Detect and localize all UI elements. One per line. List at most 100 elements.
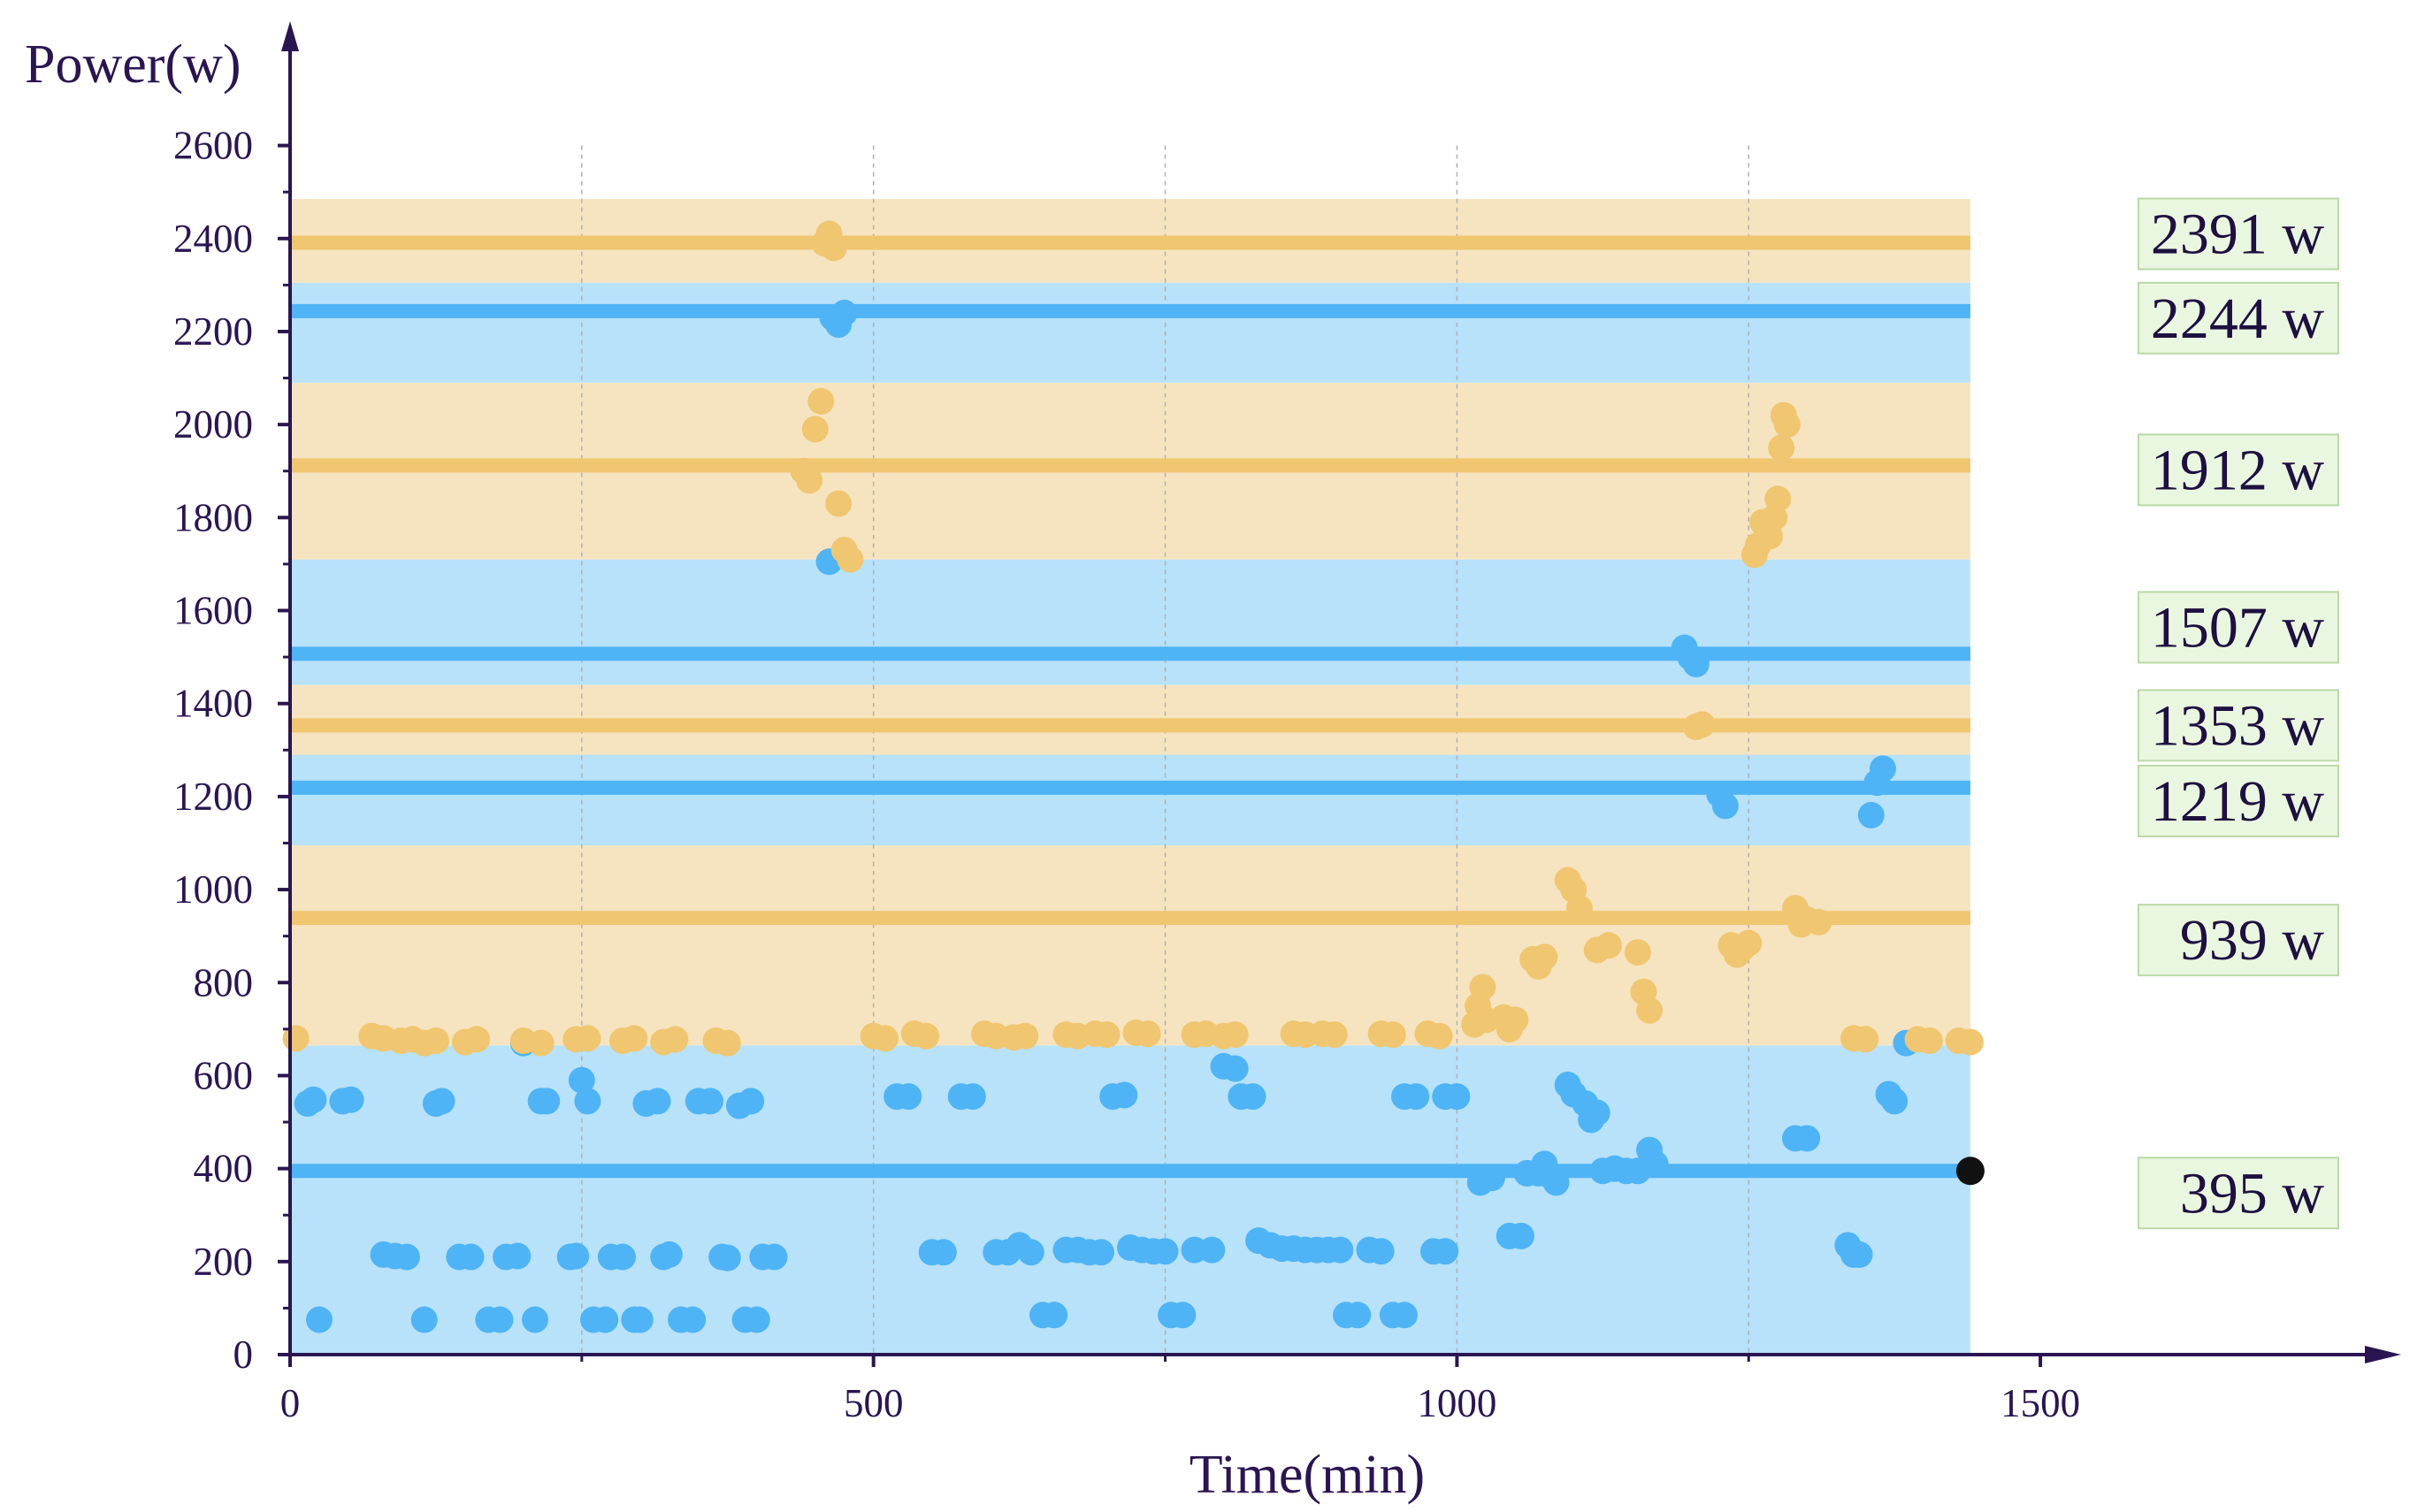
level-label-2244: 2244 w <box>2138 281 2339 355</box>
point-blue-2 <box>305 1306 333 1333</box>
point-orange-70 <box>1624 939 1651 966</box>
point-blue-102 <box>1478 1165 1505 1192</box>
level-labels: 2391 w 2244 w 1912 w 1507 w 1353 w 1219 w 939 … <box>2138 197 2339 1230</box>
point-orange-32 <box>913 1022 940 1050</box>
point-blue-127 <box>1794 1125 1821 1152</box>
x-axis-arrow <box>2365 1346 2401 1363</box>
point-orange-28 <box>837 546 864 573</box>
point-blue-26 <box>592 1306 619 1333</box>
point-blue-109 <box>1542 1169 1570 1196</box>
background-bands <box>290 199 1970 1355</box>
point-orange-52 <box>1379 1021 1406 1049</box>
point-blue-38 <box>696 1088 723 1115</box>
point-blue-20 <box>533 1088 561 1115</box>
level-label-text: 2244 w <box>2151 286 2325 351</box>
point-orange-40 <box>1093 1021 1121 1049</box>
point-orange-74 <box>1688 711 1716 738</box>
level-label-text: 1219 w <box>2151 769 2325 834</box>
y-axis-title: Power(w) <box>25 34 241 95</box>
point-blue-114 <box>1583 1099 1610 1126</box>
point-blue-42 <box>738 1088 765 1115</box>
y-tick-label-0: 0 <box>233 1333 254 1377</box>
point-blue-1 <box>300 1086 327 1113</box>
point-blue-4 <box>337 1086 364 1113</box>
y-tick-label-400: 400 <box>194 1147 254 1191</box>
x-tick-label-500: 500 <box>844 1381 904 1425</box>
point-orange-57 <box>1469 974 1496 1001</box>
level-label-text: 1912 w <box>2151 438 2325 502</box>
level-label-1912: 1912 w <box>2138 433 2339 507</box>
point-orange-86 <box>1768 434 1795 462</box>
point-orange-92 <box>1805 908 1832 935</box>
y-tick-label-800: 800 <box>194 960 254 1004</box>
point-orange-20 <box>796 467 823 494</box>
point-orange-10 <box>527 1029 555 1057</box>
point-blue-68 <box>1111 1081 1138 1109</box>
point-orange-36 <box>1012 1022 1039 1050</box>
point-blue-56 <box>959 1083 986 1111</box>
y-tick-label-2400: 2400 <box>173 217 253 261</box>
series-orange <box>282 220 1984 1057</box>
point-orange-54 <box>1426 1022 1453 1050</box>
y-tick-label-1400: 1400 <box>173 682 253 726</box>
point-orange-30 <box>871 1025 899 1052</box>
x-tick-label-0: 0 <box>280 1381 301 1425</box>
point-blue-14 <box>486 1306 514 1333</box>
point-blue-40 <box>714 1244 741 1271</box>
y-tick-label-1200: 1200 <box>173 775 253 819</box>
level-label-box <box>2138 281 2339 355</box>
y-tick-label-1600: 1600 <box>173 589 253 633</box>
level-label-text: 395 w <box>2180 1161 2325 1226</box>
point-orange-61 <box>1502 1006 1529 1034</box>
point-blue-78 <box>1221 1055 1249 1082</box>
point-blue-44 <box>743 1306 770 1333</box>
point-orange-18 <box>714 1029 741 1057</box>
point-blue-16 <box>504 1242 532 1270</box>
point-blue-36 <box>679 1306 707 1333</box>
y-axis-arrow <box>281 21 299 51</box>
band-4 <box>290 559 1970 685</box>
level-label-1219: 1219 w <box>2138 764 2339 837</box>
point-blue-66 <box>1087 1239 1114 1266</box>
point-blue-34 <box>655 1241 683 1268</box>
level-label-text: 1353 w <box>2151 693 2325 758</box>
point-orange-46 <box>1221 1021 1249 1049</box>
series-blue <box>294 299 1920 1333</box>
end-marker <box>1955 1157 1985 1186</box>
point-blue-94 <box>1391 1302 1419 1329</box>
point-blue-131 <box>1857 801 1885 829</box>
point-blue-123 <box>1682 651 1710 677</box>
x-axis-title: Time(min) <box>1190 1445 1425 1505</box>
point-blue-7 <box>393 1243 420 1271</box>
level-label-2391: 2391 w <box>2138 197 2339 271</box>
point-blue-22 <box>562 1242 590 1270</box>
point-blue-54 <box>929 1239 957 1266</box>
point-blue-10 <box>428 1088 455 1115</box>
point-orange-25 <box>820 234 847 262</box>
point-orange-16 <box>662 1026 689 1053</box>
point-orange-21 <box>801 416 829 443</box>
point-blue-12 <box>457 1243 485 1271</box>
point-blue-28 <box>609 1243 637 1271</box>
point-blue-46 <box>761 1243 788 1271</box>
level-label-text: 1507 w <box>2151 595 2325 660</box>
point-orange-6 <box>422 1027 449 1054</box>
data-points <box>282 220 1985 1333</box>
level-label-box <box>2138 197 2339 271</box>
level-label-box <box>2138 904 2339 977</box>
point-blue-92 <box>1367 1238 1395 1265</box>
point-blue-100 <box>1443 1083 1471 1111</box>
level-label-box <box>2138 764 2339 837</box>
level-label-1507: 1507 w <box>2138 591 2339 664</box>
point-orange-42 <box>1134 1020 1161 1048</box>
level-label-box <box>2138 591 2339 664</box>
level-label-395: 395 w <box>2138 1157 2339 1230</box>
point-orange-50 <box>1320 1021 1348 1049</box>
point-orange-72 <box>1636 997 1664 1024</box>
level-label-text: 939 w <box>2180 908 2325 973</box>
point-blue-18 <box>522 1306 549 1333</box>
point-blue-24 <box>574 1088 601 1115</box>
point-orange-78 <box>1735 929 1763 957</box>
point-orange-14 <box>621 1025 648 1052</box>
level-label-box <box>2138 689 2339 762</box>
